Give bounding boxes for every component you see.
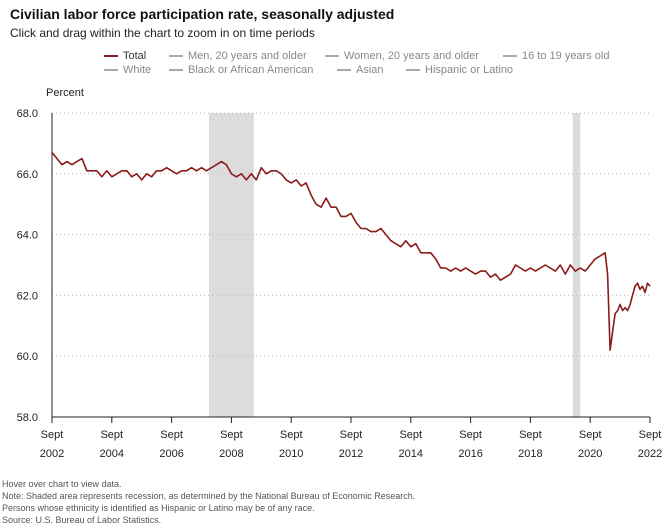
x-tick-month: Sept — [639, 429, 662, 441]
x-tick-year: 2014 — [399, 448, 423, 460]
legend-label: Total — [123, 50, 147, 62]
y-tick-label: 58.0 — [17, 412, 38, 424]
recession-band — [572, 113, 581, 417]
legend-label: 16 to 19 years old — [522, 50, 610, 62]
x-tick-month: Sept — [399, 429, 422, 441]
legend-swatch-icon — [169, 69, 183, 71]
y-axis-title: Percent — [46, 87, 84, 99]
chart-title: Civilian labor force participation rate,… — [10, 6, 395, 22]
y-tick-label: 62.0 — [17, 290, 38, 302]
x-tick-year: 2020 — [578, 448, 602, 460]
x-tick-year: 2008 — [219, 448, 243, 460]
x-tick-year: 2010 — [279, 448, 303, 460]
legend-item-total[interactable]: Total — [104, 50, 146, 62]
x-tick-year: 2016 — [458, 448, 482, 460]
legend-item-white[interactable]: White — [104, 64, 151, 76]
legend-label: Black or African American — [188, 64, 314, 76]
x-tick-month: Sept — [579, 429, 602, 441]
legend-label: White — [123, 64, 152, 76]
x-tick-year: 2018 — [518, 448, 542, 460]
source-note: Source: U.S. Bureau of Labor Statistics. — [2, 515, 162, 525]
chart-subtitle: Click and drag within the chart to zoom … — [10, 26, 315, 40]
legend-swatch-icon — [337, 69, 351, 71]
legend-swatch-icon — [325, 55, 339, 57]
legend-item-teens[interactable]: 16 to 19 years old — [503, 50, 609, 62]
legend-swatch-icon — [104, 69, 118, 71]
legend-swatch-icon — [406, 69, 420, 71]
chart-notes: Hover over chart to view data. Note: Sha… — [2, 478, 415, 526]
y-tick-label: 68.0 — [17, 108, 38, 120]
hover-note: Hover over chart to view data. — [2, 479, 122, 489]
x-tick-month: Sept — [160, 429, 183, 441]
x-tick-year: 2022 — [638, 448, 662, 460]
legend-item-asian[interactable]: Asian — [337, 64, 384, 76]
x-tick-year: 2004 — [100, 448, 124, 460]
x-tick-month: Sept — [280, 429, 303, 441]
x-tick-year: 2012 — [339, 448, 363, 460]
x-tick-month: Sept — [519, 429, 542, 441]
x-tick-month: Sept — [41, 429, 64, 441]
legend: Total Men, 20 years and older Women, 20 … — [0, 48, 668, 82]
series-line-total — [51, 151, 651, 351]
legend-swatch-icon — [104, 55, 118, 57]
legend-item-men[interactable]: Men, 20 years and older — [169, 50, 307, 62]
y-tick-label: 60.0 — [17, 351, 38, 363]
x-tick-month: Sept — [100, 429, 123, 441]
x-tick-month: Sept — [220, 429, 243, 441]
x-tick-year: 2002 — [40, 448, 64, 460]
y-tick-label: 66.0 — [17, 169, 38, 181]
legend-label: Women, 20 years and older — [344, 50, 479, 62]
legend-item-black[interactable]: Black or African American — [169, 64, 313, 76]
legend-label: Asian — [356, 64, 384, 76]
y-tick-label: 64.0 — [17, 230, 38, 242]
x-tick-year: 2006 — [159, 448, 183, 460]
recession-band — [208, 113, 254, 417]
legend-item-hispanic[interactable]: Hispanic or Latino — [406, 64, 513, 76]
x-tick-month: Sept — [340, 429, 363, 441]
legend-swatch-icon — [503, 55, 517, 57]
legend-swatch-icon — [169, 55, 183, 57]
legend-item-women[interactable]: Women, 20 years and older — [325, 50, 479, 62]
ethnicity-note: Persons whose ethnicity is identified as… — [2, 503, 315, 513]
x-tick-month: Sept — [459, 429, 482, 441]
legend-label: Hispanic or Latino — [425, 64, 514, 76]
legend-label: Men, 20 years and older — [188, 50, 307, 62]
recession-note: Note: Shaded area represents recession, … — [2, 491, 416, 501]
